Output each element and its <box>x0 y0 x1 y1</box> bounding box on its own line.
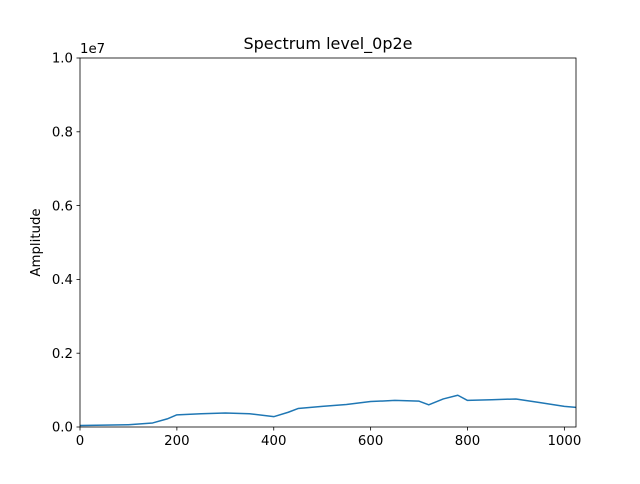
y-tick-label: 0.6 <box>52 199 73 214</box>
y-tick-label: 0.8 <box>52 126 73 141</box>
axes-frame <box>79 57 577 428</box>
x-tick-label: 400 <box>261 434 286 449</box>
y-tick-label: 0.2 <box>52 347 73 362</box>
x-tick-label: 1000 <box>547 434 581 449</box>
chart-title: Spectrum level_0p2e <box>243 34 412 54</box>
x-tick-label: 800 <box>455 434 480 449</box>
x-tick-label: 600 <box>358 434 383 449</box>
y-tick-label: 0.4 <box>52 273 73 288</box>
series-line-0 <box>80 394 576 427</box>
y-tick-label: 0.0 <box>52 421 73 436</box>
y-tick-label: 1.0 <box>52 52 73 67</box>
x-tick-label: 200 <box>164 434 189 449</box>
x-tick-label: 0 <box>76 434 84 449</box>
y-axis-offset-label: 1e7 <box>80 42 105 57</box>
plot-area: 0 200 400 600 800 1000 0.0 0.2 0.4 0.6 0.8 1.0 <box>52 52 581 449</box>
y-axis-label: Amplitude <box>29 208 44 276</box>
